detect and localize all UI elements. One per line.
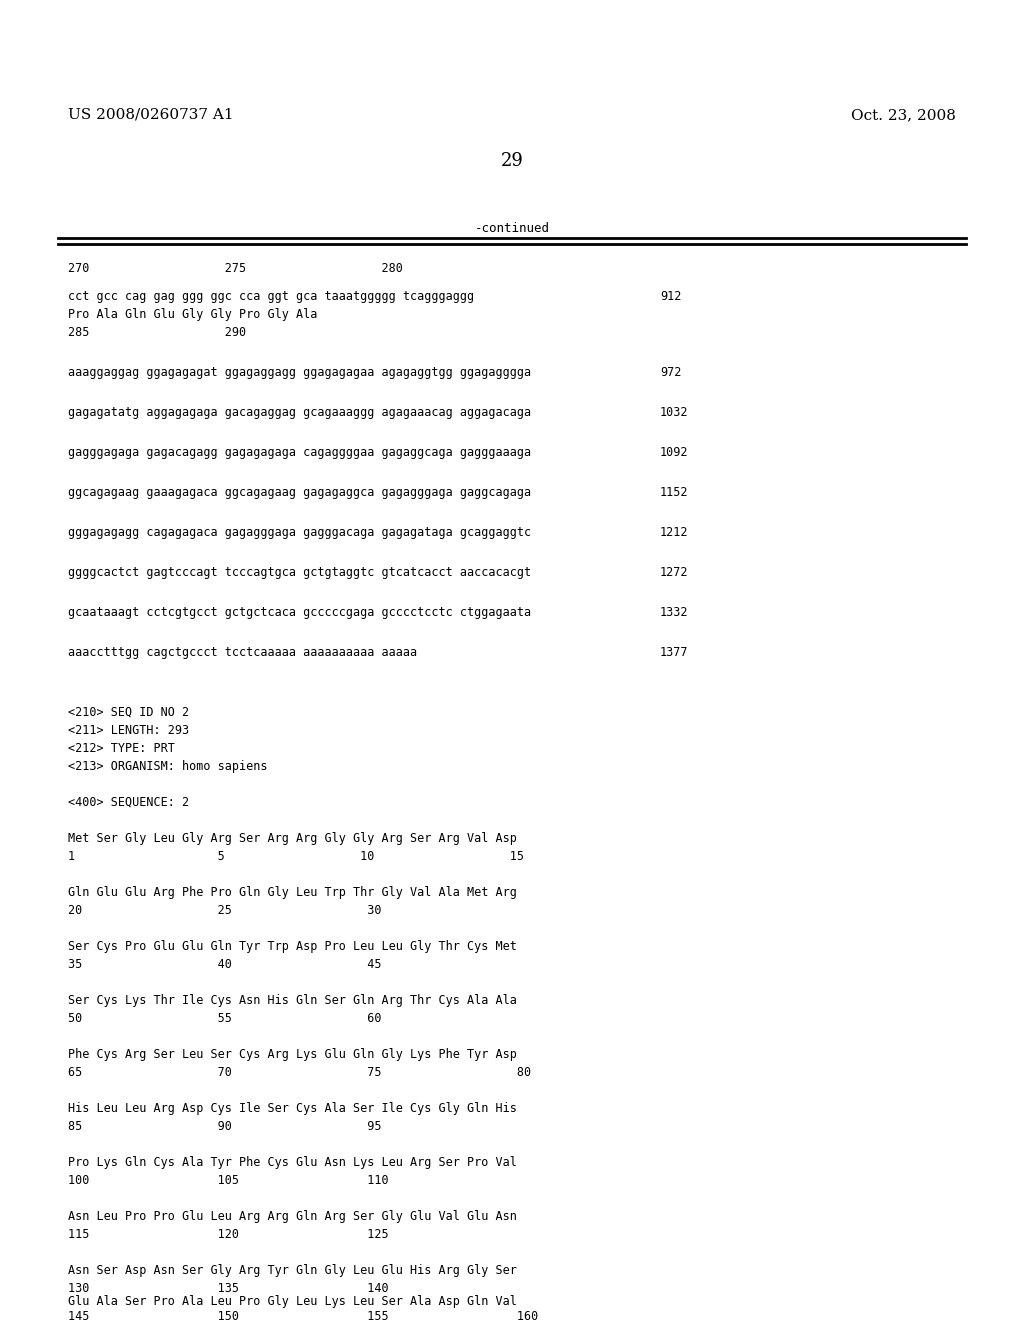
Text: Oct. 23, 2008: Oct. 23, 2008 bbox=[851, 108, 956, 121]
Text: Met Ser Gly Leu Gly Arg Ser Arg Arg Gly Gly Arg Ser Arg Val Asp: Met Ser Gly Leu Gly Arg Ser Arg Arg Gly … bbox=[68, 832, 517, 845]
Text: His Leu Leu Arg Asp Cys Ile Ser Cys Ala Ser Ile Cys Gly Gln His: His Leu Leu Arg Asp Cys Ile Ser Cys Ala … bbox=[68, 1102, 517, 1115]
Text: 1377: 1377 bbox=[660, 645, 688, 659]
Text: Pro Lys Gln Cys Ala Tyr Phe Cys Glu Asn Lys Leu Arg Ser Pro Val: Pro Lys Gln Cys Ala Tyr Phe Cys Glu Asn … bbox=[68, 1156, 517, 1170]
Text: Asn Leu Pro Pro Glu Leu Arg Arg Gln Arg Ser Gly Glu Val Glu Asn: Asn Leu Pro Pro Glu Leu Arg Arg Gln Arg … bbox=[68, 1210, 517, 1224]
Text: Ser Cys Pro Glu Glu Gln Tyr Trp Asp Pro Leu Leu Gly Thr Cys Met: Ser Cys Pro Glu Glu Gln Tyr Trp Asp Pro … bbox=[68, 940, 517, 953]
Text: <210> SEQ ID NO 2: <210> SEQ ID NO 2 bbox=[68, 706, 189, 719]
Text: 50                   55                   60: 50 55 60 bbox=[68, 1012, 382, 1026]
Text: 285                   290: 285 290 bbox=[68, 326, 246, 339]
Text: cct gcc cag gag ggg ggc cca ggt gca taaatggggg tcagggaggg: cct gcc cag gag ggg ggc cca ggt gca taaa… bbox=[68, 290, 474, 304]
Text: aaaggaggag ggagagagat ggagaggagg ggagagagaa agagaggtgg ggagagggga: aaaggaggag ggagagagat ggagaggagg ggagaga… bbox=[68, 366, 531, 379]
Text: Pro Ala Gln Glu Gly Gly Pro Gly Ala: Pro Ala Gln Glu Gly Gly Pro Gly Ala bbox=[68, 308, 317, 321]
Text: gggagagagg cagagagaca gagagggaga gagggacaga gagagataga gcaggaggtc: gggagagagg cagagagaca gagagggaga gagggac… bbox=[68, 525, 531, 539]
Text: gagggagaga gagacagagg gagagagaga cagaggggaa gagaggcaga gagggaaaga: gagggagaga gagacagagg gagagagaga cagaggg… bbox=[68, 446, 531, 459]
Text: 1032: 1032 bbox=[660, 407, 688, 418]
Text: 1332: 1332 bbox=[660, 606, 688, 619]
Text: <212> TYPE: PRT: <212> TYPE: PRT bbox=[68, 742, 175, 755]
Text: Glu Ala Ser Pro Ala Leu Pro Gly Leu Lys Leu Ser Ala Asp Gln Val: Glu Ala Ser Pro Ala Leu Pro Gly Leu Lys … bbox=[68, 1295, 517, 1308]
Text: 115                  120                  125: 115 120 125 bbox=[68, 1228, 389, 1241]
Text: 1272: 1272 bbox=[660, 566, 688, 579]
Text: 65                   70                   75                   80: 65 70 75 80 bbox=[68, 1067, 531, 1078]
Text: 100                  105                  110: 100 105 110 bbox=[68, 1173, 389, 1187]
Text: 1152: 1152 bbox=[660, 486, 688, 499]
Text: gagagatatg aggagagaga gacagaggag gcagaaaggg agagaaacag aggagacaga: gagagatatg aggagagaga gacagaggag gcagaaa… bbox=[68, 407, 531, 418]
Text: 1                    5                   10                   15: 1 5 10 15 bbox=[68, 850, 524, 863]
Text: US 2008/0260737 A1: US 2008/0260737 A1 bbox=[68, 108, 233, 121]
Text: ggcagagaag gaaagagaca ggcagagaag gagagaggca gagagggaga gaggcagaga: ggcagagaag gaaagagaca ggcagagaag gagagag… bbox=[68, 486, 531, 499]
Text: ggggcactct gagtcccagt tcccagtgca gctgtaggtc gtcatcacct aaccacacgt: ggggcactct gagtcccagt tcccagtgca gctgtag… bbox=[68, 566, 531, 579]
Text: 1092: 1092 bbox=[660, 446, 688, 459]
Text: 20                   25                   30: 20 25 30 bbox=[68, 904, 382, 917]
Text: <400> SEQUENCE: 2: <400> SEQUENCE: 2 bbox=[68, 796, 189, 809]
Text: 270                   275                   280: 270 275 280 bbox=[68, 261, 402, 275]
Text: 35                   40                   45: 35 40 45 bbox=[68, 958, 382, 972]
Text: <211> LENGTH: 293: <211> LENGTH: 293 bbox=[68, 723, 189, 737]
Text: <213> ORGANISM: homo sapiens: <213> ORGANISM: homo sapiens bbox=[68, 760, 267, 774]
Text: 1212: 1212 bbox=[660, 525, 688, 539]
Text: 130                  135                  140: 130 135 140 bbox=[68, 1282, 389, 1295]
Text: aaacctttgg cagctgccct tcctcaaaaa aaaaaaaaaa aaaaa: aaacctttgg cagctgccct tcctcaaaaa aaaaaaa… bbox=[68, 645, 417, 659]
Text: Phe Cys Arg Ser Leu Ser Cys Arg Lys Glu Gln Gly Lys Phe Tyr Asp: Phe Cys Arg Ser Leu Ser Cys Arg Lys Glu … bbox=[68, 1048, 517, 1061]
Text: -continued: -continued bbox=[474, 222, 550, 235]
Text: 912: 912 bbox=[660, 290, 681, 304]
Text: gcaataaagt cctcgtgcct gctgctcaca gcccccgaga gcccctcctc ctggagaata: gcaataaagt cctcgtgcct gctgctcaca gcccccg… bbox=[68, 606, 531, 619]
Text: 29: 29 bbox=[501, 152, 523, 170]
Text: Gln Glu Glu Arg Phe Pro Gln Gly Leu Trp Thr Gly Val Ala Met Arg: Gln Glu Glu Arg Phe Pro Gln Gly Leu Trp … bbox=[68, 886, 517, 899]
Text: 145                  150                  155                  160: 145 150 155 160 bbox=[68, 1309, 539, 1320]
Text: 85                   90                   95: 85 90 95 bbox=[68, 1119, 382, 1133]
Text: Ser Cys Lys Thr Ile Cys Asn His Gln Ser Gln Arg Thr Cys Ala Ala: Ser Cys Lys Thr Ile Cys Asn His Gln Ser … bbox=[68, 994, 517, 1007]
Text: Asn Ser Asp Asn Ser Gly Arg Tyr Gln Gly Leu Glu His Arg Gly Ser: Asn Ser Asp Asn Ser Gly Arg Tyr Gln Gly … bbox=[68, 1265, 517, 1276]
Text: 972: 972 bbox=[660, 366, 681, 379]
